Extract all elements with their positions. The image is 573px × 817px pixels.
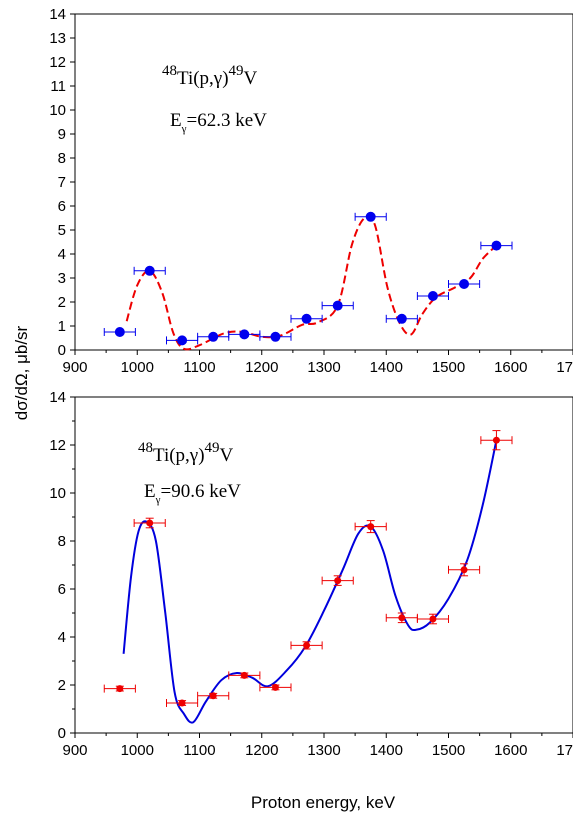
top-data-point [301,313,312,324]
bottom-energy-value: =90.6 keV [160,481,241,502]
top-y-tick-label: 6 [58,198,66,215]
bottom-reaction-element-b: V [220,445,234,466]
bottom-data-point [303,641,311,649]
top-y-tick-label: 5 [58,222,66,239]
top-reaction-mass-b: 49 [229,63,244,79]
bottom-y-tick-label: 10 [49,485,66,502]
bottom-x-tick-label: 1500 [432,742,465,759]
bottom-data-point [334,577,342,585]
bottom-reaction-element-a: Ti(p, [153,445,190,466]
bottom-data-point [146,519,154,527]
top-y-tick-label: 13 [49,30,66,47]
top-fit-curve [125,214,498,351]
top-data-point [332,300,343,311]
bottom-y-tick-label: 2 [58,677,66,694]
bottom-reaction-label: 48Ti(p,γ)49V [138,440,234,466]
top-data-point [459,279,470,289]
bottom-x-tick-label: 1200 [245,742,278,759]
top-reaction-element-b: V [244,68,258,89]
top-x-tick-label: 1500 [432,359,465,376]
top-reaction-gamma: γ [213,68,222,89]
top-data-point [177,335,188,346]
top-y-tick-label: 4 [58,246,66,263]
top-energy-label: Eγ=62.3 keV [170,110,267,135]
bottom-x-tick-label: 1300 [307,742,340,759]
top-x-tick-label: 1700 [556,359,573,376]
top-reaction-label: 48Ti(p,γ)49V [162,63,258,89]
top-y-tick-label: 0 [58,342,66,359]
bottom-y-tick-label: 0 [58,725,66,742]
top-data-point [239,329,250,340]
top-reaction-element-a: Ti(p, [177,68,214,89]
bottom-x-tick-label: 1400 [370,742,403,759]
top-y-tick-label: 10 [49,102,66,119]
top-x-tick-label: 1400 [370,359,403,376]
top-data-point [365,211,376,222]
top-reaction-mass-a: 48 [162,63,177,79]
top-x-tick-label: 1000 [121,359,154,376]
top-data-point [144,265,155,276]
bottom-x-tick-label: 900 [62,742,87,759]
x-axis-label: Proton energy, keV [251,793,396,812]
bottom-x-tick-label: 1600 [494,742,527,759]
bottom-data-point [429,615,437,623]
bottom-reaction-mass-b: 49 [205,440,220,456]
bottom-data-point [209,692,217,700]
top-data-point [270,331,281,342]
bottom-data-point [492,436,500,444]
bottom-data-point [460,566,468,574]
bottom-data-point [367,523,375,531]
top-x-tick-label: 1300 [307,359,340,376]
bottom-data-point [116,685,124,693]
bottom-y-tick-label: 8 [58,533,66,550]
bottom-data-point [178,699,186,707]
bottom-energy-sub: γ [155,494,161,506]
top-energy-value: =62.3 keV [186,110,267,131]
bottom-x-tick-label: 1700 [556,742,573,759]
bottom-panel: 900 1000 1100 1200 1300 1400 1500 1600 1700 0 2 4 6… [49,389,573,759]
top-y-tick-label: 1 [58,318,66,335]
top-y-tick-label: 7 [58,174,66,191]
bottom-y-tick-label: 6 [58,581,66,598]
top-y-tick-label: 12 [49,54,66,71]
bottom-x-tick-label: 1100 [183,742,215,759]
top-data-point [427,291,438,301]
bottom-fit-curve [122,439,498,724]
top-panel: 90010001100120013001400150016001700 0123… [49,6,573,376]
top-y-tick-label: 3 [58,270,66,287]
top-x-tick-label: 900 [62,359,87,376]
bottom-y-tick-label: 4 [58,629,66,646]
bottom-y-tick-label: 14 [49,389,66,406]
bottom-reaction-gamma: γ [189,445,198,466]
top-data-point [396,313,407,324]
bottom-data-point [271,683,279,691]
top-x-tick-label: 1100 [183,359,215,376]
top-data-point [208,331,219,342]
top-reaction-close: ) [222,68,228,89]
bottom-data-point [398,614,406,622]
top-data-point [114,327,125,337]
top-y-tick-label: 8 [58,150,66,167]
bottom-energy-label: Eγ=90.6 keV [144,481,241,506]
bottom-reaction-close: ) [198,445,204,466]
top-y-tick-label: 9 [58,126,66,143]
top-y-tick-label: 2 [58,294,66,311]
bottom-x-tick-label: 1000 [121,742,154,759]
top-panel-frame [74,13,573,351]
bottom-reaction-mass-a: 48 [138,440,153,456]
top-energy-sub: γ [181,123,187,135]
top-y-tick-label: 11 [50,78,66,95]
bottom-energy-e: E [144,481,156,502]
bottom-data-point [240,671,248,679]
top-energy-e: E [170,110,182,131]
y-axis-label: dσ/dΩ, μb/sr [12,325,31,420]
top-y-tick-label: 14 [49,6,66,23]
bottom-y-tick-label: 12 [49,437,66,454]
top-x-tick-label: 1200 [245,359,278,376]
top-x-tick-label: 1600 [494,359,527,376]
top-data-point [491,240,502,251]
